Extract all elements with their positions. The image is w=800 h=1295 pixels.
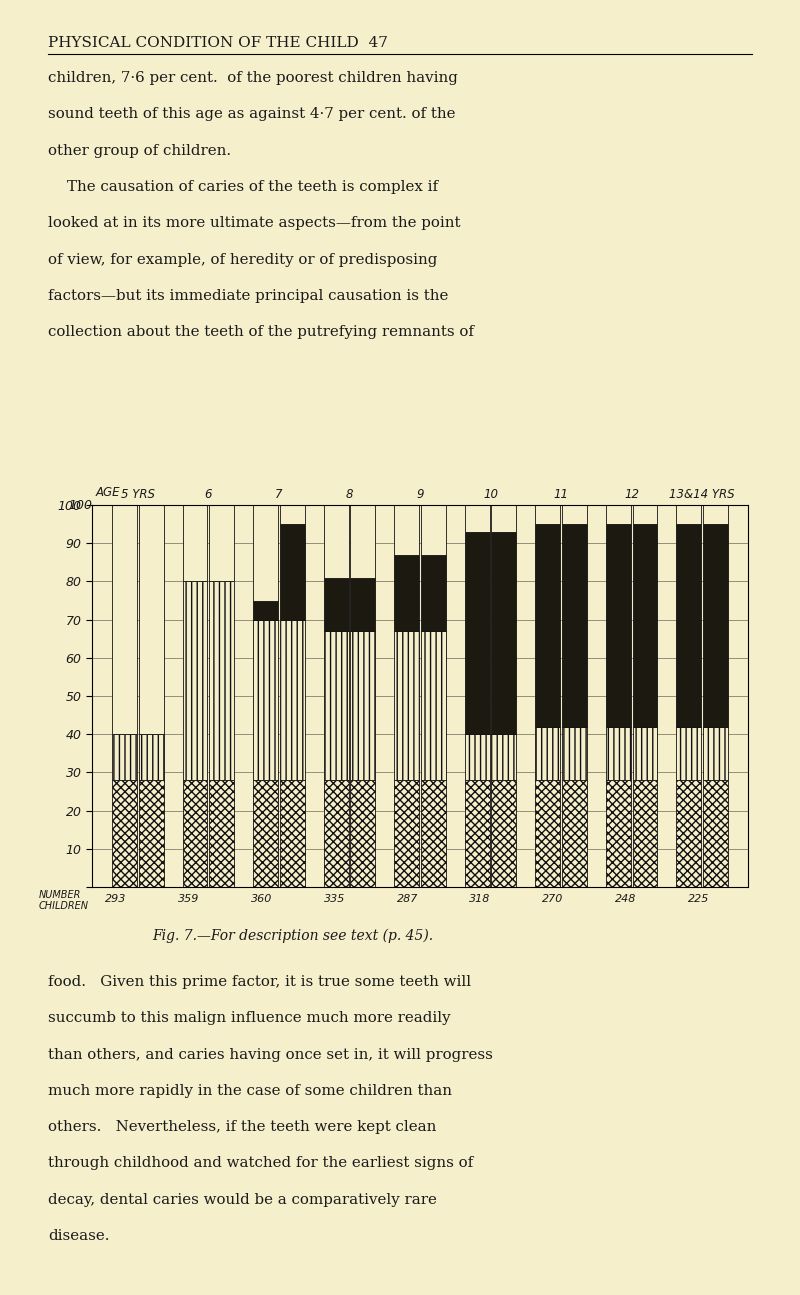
Text: AGE: AGE bbox=[95, 487, 120, 500]
Bar bbox=[606, 524, 630, 726]
Bar bbox=[323, 505, 349, 578]
Bar bbox=[465, 734, 490, 780]
Bar bbox=[280, 505, 305, 524]
Bar bbox=[606, 780, 630, 887]
Bar bbox=[253, 601, 278, 620]
Bar bbox=[491, 532, 517, 734]
Bar bbox=[491, 780, 517, 887]
Text: succumb to this malign influence much more readily: succumb to this malign influence much mo… bbox=[48, 1011, 450, 1026]
Text: factors—but its immediate principal causation is the: factors—but its immediate principal caus… bbox=[48, 289, 448, 303]
Bar bbox=[394, 505, 419, 554]
Bar bbox=[138, 734, 164, 780]
Bar bbox=[138, 780, 164, 887]
Text: of view, for example, of heredity or of predisposing: of view, for example, of heredity or of … bbox=[48, 253, 438, 267]
Bar bbox=[535, 524, 560, 726]
Bar bbox=[676, 780, 702, 887]
Text: 360: 360 bbox=[250, 894, 272, 904]
Bar bbox=[253, 505, 278, 601]
Text: 287: 287 bbox=[397, 894, 418, 904]
Bar bbox=[182, 505, 207, 581]
Bar bbox=[491, 505, 517, 532]
Bar bbox=[394, 780, 419, 887]
Text: 225: 225 bbox=[688, 894, 710, 904]
Text: food.   Given this prime factor, it is true some teeth will: food. Given this prime factor, it is tru… bbox=[48, 975, 471, 989]
Bar bbox=[280, 620, 305, 780]
Bar bbox=[210, 505, 234, 581]
Bar bbox=[210, 581, 234, 780]
Bar bbox=[112, 780, 137, 887]
Text: The causation of caries of the teeth is complex if: The causation of caries of the teeth is … bbox=[48, 180, 438, 194]
Bar bbox=[323, 780, 349, 887]
Text: Fig. 7.—For description see text (p. 45).: Fig. 7.—For description see text (p. 45)… bbox=[152, 929, 433, 943]
Bar bbox=[562, 524, 587, 726]
Bar bbox=[562, 726, 587, 780]
Bar bbox=[535, 780, 560, 887]
Bar bbox=[606, 726, 630, 780]
Bar bbox=[421, 780, 446, 887]
Bar bbox=[112, 734, 137, 780]
Bar bbox=[676, 726, 702, 780]
Text: PHYSICAL CONDITION OF THE CHILD  47: PHYSICAL CONDITION OF THE CHILD 47 bbox=[48, 36, 388, 51]
Bar bbox=[350, 780, 375, 887]
Bar bbox=[350, 578, 375, 631]
Text: 100: 100 bbox=[68, 499, 92, 512]
Bar bbox=[465, 532, 490, 734]
Bar bbox=[535, 726, 560, 780]
Bar bbox=[465, 505, 490, 532]
Text: 248: 248 bbox=[615, 894, 637, 904]
Bar bbox=[421, 505, 446, 554]
Bar bbox=[633, 505, 658, 524]
Text: others.   Nevertheless, if the teeth were kept clean: others. Nevertheless, if the teeth were … bbox=[48, 1120, 436, 1134]
Text: looked at in its more ultimate aspects—from the point: looked at in its more ultimate aspects—f… bbox=[48, 216, 461, 231]
Bar bbox=[606, 505, 630, 524]
Text: collection about the teeth of the putrefying remnants of: collection about the teeth of the putref… bbox=[48, 325, 474, 339]
Bar bbox=[253, 620, 278, 780]
Bar bbox=[394, 631, 419, 780]
Text: disease.: disease. bbox=[48, 1229, 110, 1243]
Bar bbox=[138, 505, 164, 734]
Text: much more rapidly in the case of some children than: much more rapidly in the case of some ch… bbox=[48, 1084, 452, 1098]
Bar bbox=[394, 554, 419, 631]
Text: other group of children.: other group of children. bbox=[48, 144, 231, 158]
Text: 293: 293 bbox=[105, 894, 126, 904]
Bar bbox=[421, 554, 446, 631]
Text: 359: 359 bbox=[178, 894, 199, 904]
Text: sound teeth of this age as against 4·7 per cent. of the: sound teeth of this age as against 4·7 p… bbox=[48, 107, 455, 122]
Text: decay, dental caries would be a comparatively rare: decay, dental caries would be a comparat… bbox=[48, 1193, 437, 1207]
Text: through childhood and watched for the earliest signs of: through childhood and watched for the ea… bbox=[48, 1156, 474, 1171]
Text: 270: 270 bbox=[542, 894, 564, 904]
Bar bbox=[535, 505, 560, 524]
Text: 318: 318 bbox=[470, 894, 491, 904]
Bar bbox=[703, 505, 728, 524]
Bar bbox=[112, 505, 137, 734]
Bar bbox=[253, 780, 278, 887]
Bar bbox=[562, 780, 587, 887]
Bar bbox=[350, 505, 375, 578]
Bar bbox=[703, 726, 728, 780]
Bar bbox=[350, 631, 375, 780]
Bar bbox=[703, 780, 728, 887]
Bar bbox=[280, 524, 305, 620]
Bar bbox=[676, 524, 702, 726]
Bar bbox=[633, 524, 658, 726]
Bar bbox=[633, 726, 658, 780]
Bar bbox=[182, 780, 207, 887]
Bar bbox=[633, 780, 658, 887]
Bar bbox=[280, 780, 305, 887]
Bar bbox=[323, 631, 349, 780]
Text: 335: 335 bbox=[324, 894, 345, 904]
Text: NUMBER
CHILDREN: NUMBER CHILDREN bbox=[38, 890, 89, 912]
Text: than others, and caries having once set in, it will progress: than others, and caries having once set … bbox=[48, 1048, 493, 1062]
Bar bbox=[703, 524, 728, 726]
Bar bbox=[465, 780, 490, 887]
Bar bbox=[421, 631, 446, 780]
Bar bbox=[676, 505, 702, 524]
Bar bbox=[210, 780, 234, 887]
Bar bbox=[182, 581, 207, 780]
Bar bbox=[491, 734, 517, 780]
Bar bbox=[562, 505, 587, 524]
Text: children, 7·6 per cent.  of the poorest children having: children, 7·6 per cent. of the poorest c… bbox=[48, 71, 458, 85]
Bar bbox=[323, 578, 349, 631]
